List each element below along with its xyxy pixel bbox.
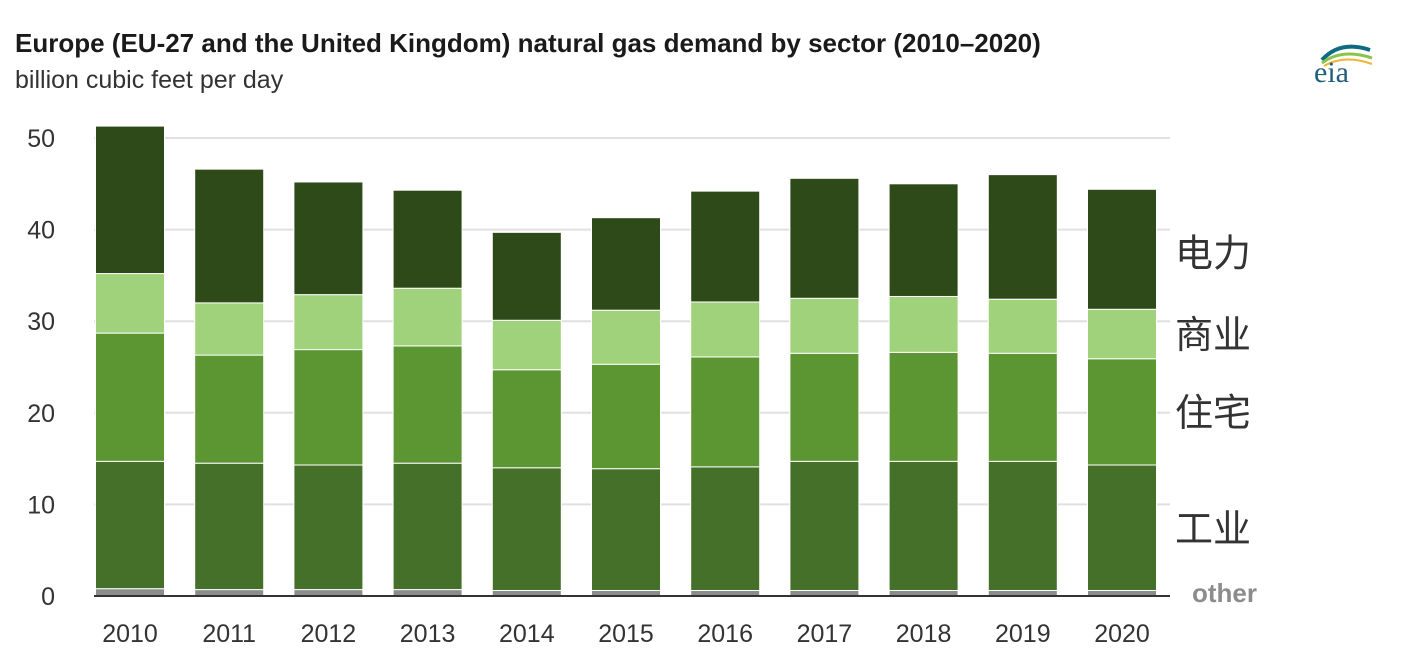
x-tick-label: 2011: [202, 620, 256, 648]
x-tick-label: 2012: [301, 620, 357, 648]
bar-segment-electric: [392, 189, 463, 289]
bar-segment-residential: [789, 352, 860, 462]
bar-segment-industrial: [789, 460, 860, 592]
bar-segment-residential: [888, 351, 959, 462]
series-label-other: other: [1192, 578, 1257, 608]
eia-logo: eia: [1314, 44, 1373, 89]
bar-segment-commercial: [591, 309, 661, 365]
bar-segment-residential: [293, 349, 364, 466]
bar-segment-electric: [690, 190, 761, 303]
x-tick-label: 2014: [499, 620, 555, 648]
bar-segment-commercial: [392, 287, 463, 347]
series-label-commercial: 商业: [1175, 313, 1251, 357]
bars: [95, 125, 1157, 597]
bar-segment-commercial: [491, 319, 562, 371]
bar-segment-residential: [491, 369, 562, 469]
bar-segment-electric: [491, 231, 562, 321]
logo-text: eia: [1314, 56, 1349, 89]
x-tick-label: 2015: [598, 620, 654, 648]
bar-segment-residential: [591, 363, 661, 470]
bar-segment-residential: [1087, 358, 1157, 466]
series-label-industrial: 工业: [1175, 507, 1251, 551]
bar-segment-residential: [690, 356, 761, 468]
bar-segment-electric: [789, 177, 860, 299]
bar-segment-electric: [293, 181, 364, 296]
bar-segment-commercial: [293, 294, 364, 351]
chart-subtitle: billion cubic feet per day: [15, 66, 284, 94]
bar-segment-industrial: [987, 460, 1058, 592]
bar-segment-industrial: [293, 464, 364, 591]
axes: 0 10 20 30 40 50 2010 2011 2012 2013 2014 2015 2016 2…: [27, 125, 1170, 648]
logo-swoosh-light: [1321, 52, 1373, 65]
bar-segment-electric: [888, 183, 959, 297]
bar-segment-industrial: [491, 467, 562, 592]
bar-segment-industrial: [690, 466, 761, 592]
bar-segment-commercial: [95, 273, 165, 334]
x-tick-label: 2018: [896, 620, 952, 648]
bar-segment-commercial: [987, 298, 1058, 354]
bar-segment-industrial: [888, 460, 959, 592]
bar-segment-commercial: [194, 302, 265, 356]
bar-segment-industrial: [392, 462, 463, 591]
y-tick-label: 0: [41, 583, 55, 611]
x-tick-label: 2010: [102, 620, 158, 648]
chart-title: Europe (EU-27 and the United Kingdom) na…: [15, 28, 1041, 58]
bar-segment-industrial: [1087, 464, 1157, 592]
y-tick-label: 20: [27, 400, 55, 428]
series-label-electric: 电力: [1175, 232, 1251, 276]
bar-segment-residential: [95, 332, 165, 462]
bar-segment-residential: [987, 352, 1058, 462]
y-tick-label: 50: [27, 125, 55, 153]
bar-segment-commercial: [888, 295, 959, 353]
y-tick-label: 30: [27, 308, 55, 336]
bar-segment-electric: [95, 125, 165, 275]
bar-segment-industrial: [591, 468, 661, 592]
logo-swoosh-accent: [1323, 58, 1373, 67]
bar-segment-commercial: [1087, 308, 1157, 360]
x-tick-label: 2020: [1094, 620, 1150, 648]
bar-segment-electric: [987, 174, 1058, 300]
x-tick-label: 2017: [797, 620, 853, 648]
bar-segment-other: [95, 588, 165, 597]
bar-segment-residential: [392, 345, 463, 464]
bar-segment-residential: [194, 354, 265, 464]
x-tick-label: 2013: [400, 620, 456, 648]
bar-segment-electric: [194, 168, 265, 304]
x-tick-label: 2016: [697, 620, 753, 648]
bar-segment-electric: [591, 217, 661, 311]
bar-segment-commercial: [789, 297, 860, 354]
bar-segment-electric: [1087, 188, 1157, 310]
series-labels: other 工业 住宅 商业 电力: [1175, 232, 1257, 609]
y-tick-label: 10: [27, 491, 55, 519]
logo-swoosh-dark: [1320, 44, 1371, 62]
y-tick-label: 40: [27, 217, 55, 245]
series-label-residential: 住宅: [1175, 391, 1251, 435]
bar-segment-industrial: [95, 460, 165, 590]
bar-segment-industrial: [194, 462, 265, 591]
bar-segment-commercial: [690, 301, 761, 358]
x-tick-label: 2019: [995, 620, 1051, 648]
